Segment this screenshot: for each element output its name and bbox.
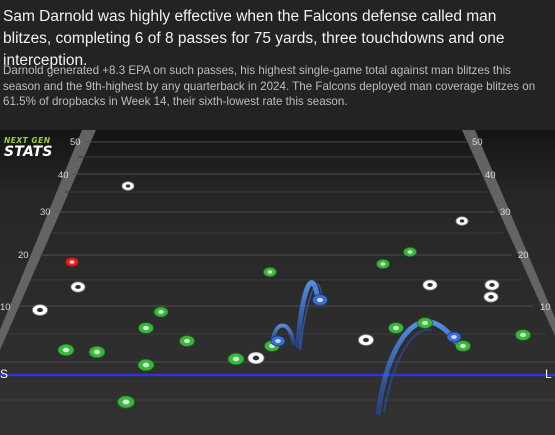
yard-number-right-10: 10: [540, 302, 551, 313]
defender-marker: [358, 334, 374, 346]
offense-player-marker: [376, 258, 390, 270]
defender-marker: [247, 351, 265, 365]
pass-arc-3b: [383, 328, 433, 413]
offense-player-marker: [515, 329, 531, 341]
yard-numbers-right: 50 40 30 20 10: [472, 137, 551, 313]
los-label-right: L: [545, 367, 552, 381]
story-headline: Sam Darnold was highly effective when th…: [3, 8, 505, 69]
field-svg: 50 40 30 20 10 50 40 30 20 10 S L: [0, 130, 555, 435]
story-subtext: Darnold generated +8.3 EPA on such passe…: [3, 64, 536, 108]
yard-number-right-40: 40: [485, 170, 496, 181]
los-label-left: S: [0, 367, 8, 381]
pass-arc-1: [295, 280, 321, 349]
offense-player-marker: [417, 317, 433, 329]
blitzer-marker: [65, 256, 79, 268]
right-sideline: [462, 130, 555, 336]
offense-player-marker: [388, 322, 404, 334]
logo-line-1: NEXT GEN: [4, 136, 51, 145]
offense-player-marker: [179, 335, 195, 347]
defender-marker: [121, 181, 135, 191]
offense-player-marker: [263, 266, 277, 278]
defender-marker: [455, 216, 469, 226]
yard-number-left-10: 10: [0, 302, 11, 313]
offense-player-marker: [227, 352, 245, 366]
story-header: Sam Darnold was highly effective when th…: [0, 0, 555, 130]
defender-marker: [483, 291, 499, 303]
defender-marker: [70, 281, 86, 293]
offense-player-marker: [57, 343, 75, 357]
offense-player-marker: [137, 358, 155, 372]
offense-player-marker: [153, 306, 169, 318]
defender-marker: [422, 279, 438, 291]
yard-number-right-20: 20: [518, 250, 529, 261]
pass-arc-1b: [299, 283, 323, 351]
five-yard-lines: [0, 156, 555, 401]
yard-number-right-30: 30: [500, 207, 511, 218]
yard-number-left-20: 20: [18, 250, 29, 261]
players-layer: [32, 181, 531, 409]
yard-number-left-40: 40: [58, 170, 69, 181]
offense-player-marker: [455, 340, 471, 352]
target-receiver-marker: [312, 294, 328, 306]
yard-number-left-50: 50: [70, 137, 81, 148]
defender-marker: [32, 304, 48, 316]
target-receiver-marker: [446, 331, 462, 343]
defender-marker: [484, 279, 500, 291]
football-field-visualization: 50 40 30 20 10 50 40 30 20 10 S L NEXT G…: [0, 130, 555, 435]
left-sideline: [0, 130, 96, 350]
offense-player-marker: [403, 246, 417, 258]
offense-player-marker: [117, 395, 135, 409]
turf: [0, 130, 555, 435]
yard-number-left-30: 30: [40, 207, 51, 218]
logo-line-2: STATS: [4, 144, 53, 160]
offense-player-marker: [88, 345, 106, 359]
yard-numbers-left: 50 40 30 20 10: [0, 137, 81, 313]
yard-number-right-50: 50: [472, 137, 483, 148]
next-gen-stats-logo: NEXT GEN STATS: [4, 136, 74, 160]
offense-player-marker: [138, 322, 154, 334]
target-receiver-marker: [270, 335, 286, 347]
yard-lines: [0, 141, 555, 363]
